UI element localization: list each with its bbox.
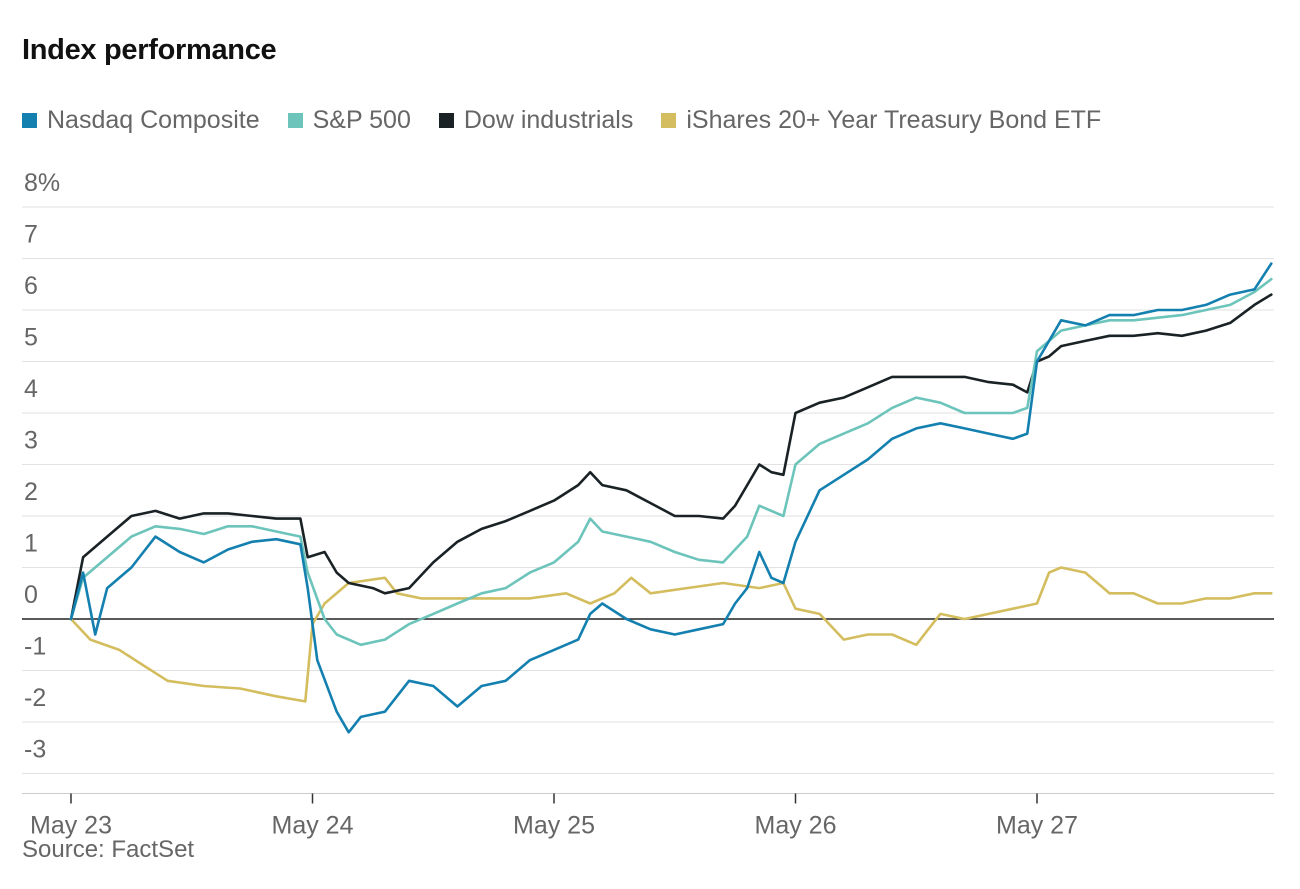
x-tick-label: May 23 [30,812,112,840]
series-line-nasdaq-composite [69,262,1273,734]
legend-label: iShares 20+ Year Treasury Bond ETF [686,106,1102,134]
legend-item: Dow industrials [438,106,634,135]
series-line-dow-industrials [69,293,1273,621]
y-tick-label: 0 [24,581,38,609]
legend-item: Nasdaq Composite [22,106,260,135]
legend-label: Dow industrials [463,106,634,134]
y-tick-label: 5 [24,324,38,352]
legend-swatch [661,113,677,128]
x-tick-label: May 27 [996,812,1078,840]
legend: Nasdaq Composite S&P 500 Dow industrials iS… [22,106,1129,135]
x-tick-label: May 26 [755,812,837,840]
legend-label: Nasdaq Composite [47,106,260,134]
y-tick-label: 3 [24,427,38,455]
chart-title: Index performance [22,34,277,66]
y-tick-label: 8% [24,169,60,197]
y-tick-label: 2 [24,478,38,506]
y-tick-label: 7 [24,221,38,249]
legend-swatch [287,113,303,128]
legend-label: S&P 500 [312,106,411,134]
x-tick-label: May 25 [513,812,595,840]
legend-item: iShares 20+ Year Treasury Bond ETF [661,106,1101,135]
legend-swatch [438,113,454,128]
source-note: Source: FactSet [22,836,195,863]
series-line-ishares-20-year-treasury-bond-etf [69,566,1273,703]
series-line-s-p-500 [69,277,1273,647]
y-tick-label: -2 [24,684,46,712]
legend-swatch [22,113,37,128]
x-tick-label: May 24 [272,812,354,840]
y-tick-label: 6 [24,272,38,300]
y-tick-label: -3 [24,736,46,764]
y-tick-label: 4 [24,375,38,403]
y-tick-label: 1 [24,530,38,558]
legend-item: S&P 500 [287,106,411,135]
y-tick-label: -1 [24,633,46,661]
